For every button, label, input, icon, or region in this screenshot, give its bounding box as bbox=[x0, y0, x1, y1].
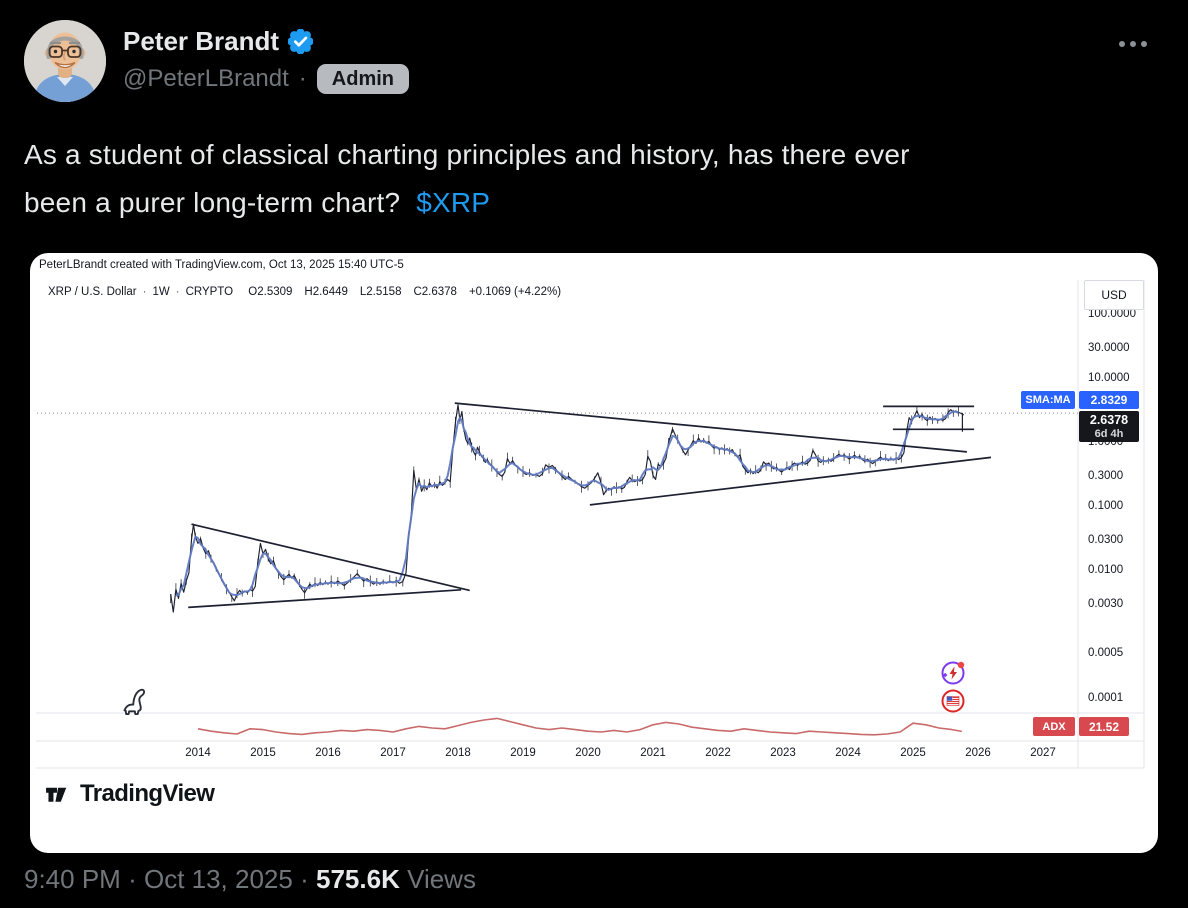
ohlc-token: O2.5309 bbox=[248, 286, 293, 298]
symbol-market: CRYPTO bbox=[185, 286, 234, 298]
x-axis-tick: 2021 bbox=[640, 747, 666, 759]
avatar-illustration bbox=[24, 20, 106, 102]
tweet-text-line2: been a purer long-term chart? bbox=[24, 187, 401, 218]
trendline-triangle1-lower bbox=[188, 588, 462, 609]
x-axis-tick: 2014 bbox=[185, 747, 211, 759]
tweet-text: As a student of classical charting princ… bbox=[24, 131, 1174, 227]
admin-badge: Admin bbox=[316, 64, 410, 94]
dinosaur-doodle-icon bbox=[123, 688, 146, 715]
tradingview-logo-text: TradingView bbox=[80, 780, 215, 807]
y-axis-tick: 0.1000 bbox=[1088, 500, 1124, 512]
chart-attribution: PeterLBrandt created with TradingView.co… bbox=[39, 259, 404, 271]
pane-borders bbox=[36, 280, 1145, 769]
x-axis-tick: 2020 bbox=[575, 747, 601, 759]
last-price-value: 2.6378 bbox=[1089, 412, 1129, 427]
y-axis-tick: 0.0300 bbox=[1088, 533, 1124, 546]
y-axis-tick: 10.0000 bbox=[1088, 372, 1130, 384]
candle-wicks bbox=[170, 406, 964, 604]
adx-value-tag: 21.52 bbox=[1079, 717, 1129, 736]
post-meta: 9:40 PM · Oct 13, 2025 · 575.6K Views bbox=[24, 864, 476, 895]
symbol-name: XRP / U.S. Dollar bbox=[48, 286, 137, 298]
handle-separator: · bbox=[298, 65, 307, 92]
last-price-tag: 2.6378 6d 4h bbox=[1079, 411, 1139, 442]
currency-axis-button: USD bbox=[1084, 280, 1144, 310]
adx-indicator-line bbox=[197, 717, 962, 736]
sma-line bbox=[175, 410, 959, 597]
ohlc-token: +0.1069 (+4.22%) bbox=[468, 286, 562, 298]
chart-image[interactable]: PeterLBrandt created with TradingView.co… bbox=[30, 253, 1158, 853]
y-axis-tick: 30.0000 bbox=[1088, 341, 1130, 354]
cashtag-link[interactable]: $XRP bbox=[416, 187, 491, 218]
more-menu-icon[interactable] bbox=[1112, 34, 1154, 54]
event-us-flag-icon bbox=[941, 689, 965, 713]
post-time: 9:40 PM bbox=[24, 864, 121, 894]
price-chart-canvas bbox=[36, 280, 1145, 769]
y-axis-tick: 0.0030 bbox=[1088, 597, 1124, 610]
meta-separator-2: · bbox=[300, 864, 309, 894]
verified-badge-icon bbox=[288, 29, 314, 54]
x-axis-tick: 2016 bbox=[315, 747, 341, 759]
views-label[interactable]: Views bbox=[407, 864, 476, 894]
ohlc-values: O2.5309 H2.6449 L2.5158 C2.6378 +0.1069 (+4.… bbox=[236, 286, 561, 298]
y-axis-tick: 0.0005 bbox=[1088, 647, 1124, 660]
y-axis-tick: 0.0001 bbox=[1088, 692, 1124, 704]
x-axis-tick: 2019 bbox=[510, 747, 536, 759]
adx-label-tag: ADX bbox=[1033, 717, 1075, 736]
y-axis-tick: 0.3000 bbox=[1088, 469, 1124, 482]
ohlc-token: L2.5158 bbox=[359, 286, 402, 298]
event-lightning-icon bbox=[941, 661, 965, 685]
tradingview-logo[interactable]: TradingView bbox=[44, 780, 215, 808]
ohlc-token: C2.6378 bbox=[413, 286, 457, 298]
x-axis-tick: 2018 bbox=[445, 747, 471, 759]
trendline-triangle2-lower bbox=[589, 456, 992, 506]
trendlines bbox=[188, 402, 992, 609]
x-axis-tick: 2022 bbox=[705, 747, 731, 759]
y-axis-tick: 100.0000 bbox=[1088, 308, 1136, 320]
bar-countdown: 6d 4h bbox=[1094, 427, 1124, 440]
ohlc-token: H2.6449 bbox=[304, 286, 348, 298]
meta-separator-1: · bbox=[128, 864, 137, 894]
sma-value-tag: 2.8329 bbox=[1079, 391, 1139, 409]
trendline-triangle1-upper bbox=[191, 523, 470, 592]
symbol-info-line: XRP / U.S. Dollar · 1W · CRYPTO O2.5309 H2.64… bbox=[48, 286, 562, 298]
x-axis-tick: 2026 bbox=[965, 747, 991, 759]
x-axis-tick: 2017 bbox=[380, 747, 406, 759]
tweet-text-line1: As a student of classical charting princ… bbox=[24, 139, 910, 170]
tradingview-logo-icon bbox=[46, 787, 67, 802]
x-axis-tick: 2027 bbox=[1030, 747, 1056, 759]
post-date: Oct 13, 2025 bbox=[143, 864, 293, 894]
views-count: 575.6K bbox=[316, 864, 400, 894]
y-axis-tick: 0.0100 bbox=[1088, 564, 1124, 576]
author-name[interactable]: Peter Brandt bbox=[123, 26, 280, 56]
avatar[interactable] bbox=[24, 20, 106, 102]
symbol-interval: 1W bbox=[152, 286, 170, 298]
sma-label-tag: SMA:MA bbox=[1021, 391, 1075, 409]
trendline-triangle2-upper bbox=[454, 402, 967, 453]
x-axis-tick: 2015 bbox=[250, 747, 276, 759]
x-axis-tick: 2023 bbox=[770, 747, 796, 759]
x-axis-tick: 2025 bbox=[900, 747, 926, 759]
x-axis-tick: 2024 bbox=[835, 747, 861, 759]
price-series bbox=[170, 404, 965, 613]
author-handle[interactable]: @PeterLBrandt bbox=[123, 65, 289, 92]
